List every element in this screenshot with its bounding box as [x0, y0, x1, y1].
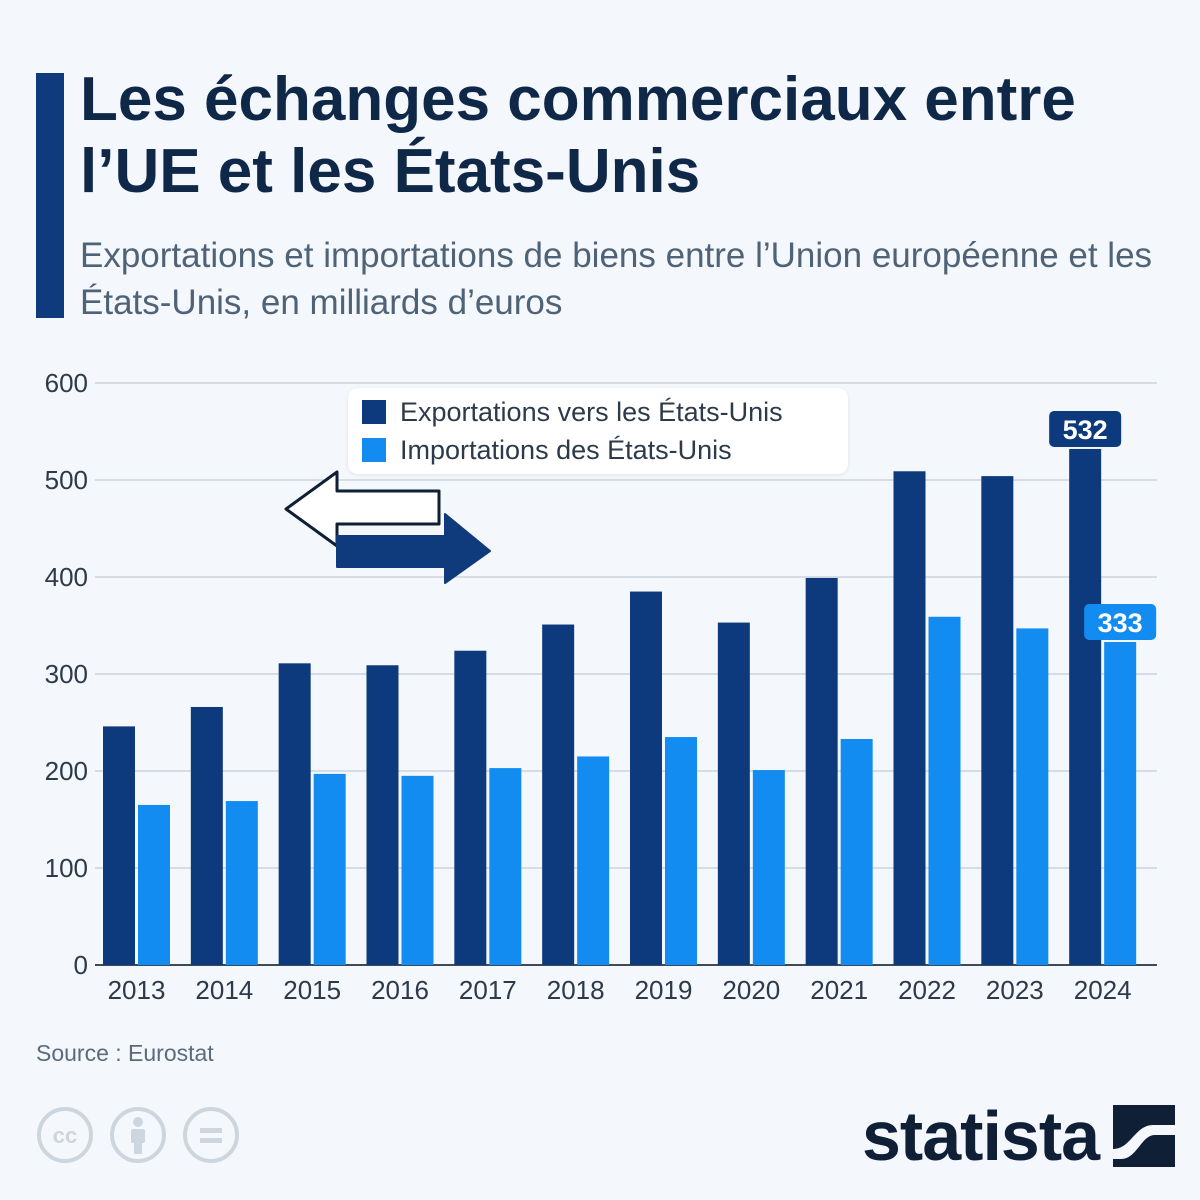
x-tick-label: 2024 — [1074, 975, 1132, 1005]
legend-swatch-imports — [362, 438, 386, 462]
bar-exports-2013 — [103, 726, 135, 965]
bar-imports-2018 — [577, 756, 610, 965]
bar-imports-2021 — [840, 738, 873, 965]
x-tick-label: 2017 — [459, 975, 517, 1005]
svg-text:cc: cc — [53, 1123, 77, 1148]
bar-imports-2019 — [665, 737, 697, 965]
bar-imports-2023 — [1016, 628, 1049, 965]
legend-item-exports: Exportations vers les États-Unis — [362, 397, 783, 427]
data-label-badge — [1049, 410, 1122, 447]
bar-exports-2018 — [542, 624, 575, 965]
x-tick-label: 2014 — [195, 975, 253, 1005]
x-tick-label: 2020 — [722, 975, 780, 1005]
statista-logo-mark-icon — [1113, 1105, 1176, 1167]
bar-imports-2017 — [489, 768, 522, 965]
bar-exports-2016 — [366, 665, 399, 965]
bar-exports-2017 — [454, 650, 487, 965]
x-tick-label: 2013 — [108, 975, 166, 1005]
bar-exports-2022 — [893, 471, 926, 965]
title-accent-bar — [36, 73, 64, 318]
bar-imports-2022 — [928, 616, 961, 965]
x-tick-label: 2021 — [810, 975, 868, 1005]
y-tick-label: 200 — [45, 756, 88, 786]
bar-imports-2014 — [225, 801, 258, 965]
no-derivatives-icon — [183, 1107, 239, 1163]
y-tick-label: 400 — [45, 562, 88, 592]
legend: Exportations vers les États-Unis Importa… — [348, 388, 848, 474]
data-label-badge — [1084, 603, 1157, 640]
bar-exports-2019 — [630, 591, 662, 965]
y-tick-label: 0 — [74, 950, 88, 980]
legend-label-imports: Importations des États-Unis — [400, 434, 732, 465]
license-icons: cc — [36, 1106, 240, 1164]
bar-exports-2015 — [278, 663, 311, 965]
chart-subtitle: Exportations et importations de biens en… — [80, 236, 1153, 322]
legend-label-exports: Exportations vers les États-Unis — [400, 396, 783, 427]
data-label-value: 532 — [1063, 415, 1108, 445]
bar-exports-2023 — [981, 476, 1014, 965]
legend-item-imports: Importations des États-Unis — [362, 435, 732, 465]
x-tick-label: 2015 — [283, 975, 341, 1005]
x-tick-label: 2023 — [986, 975, 1044, 1005]
x-tick-label: 2016 — [371, 975, 429, 1005]
bar-exports-2020 — [717, 622, 750, 965]
y-tick-label: 600 — [45, 368, 88, 398]
trade-arrows-icon — [284, 470, 491, 584]
attribution-icon — [110, 1107, 166, 1163]
x-tick-label: 2019 — [635, 975, 693, 1005]
bar-chart: 0 100 200 300 400 500 600 2013 2014 2015 2016 2017 2… — [45, 368, 1157, 1005]
statista-logo: statista — [862, 1097, 1176, 1175]
bar-exports-2021 — [805, 577, 838, 965]
legend-swatch-exports — [362, 400, 386, 424]
bar-imports-2013 — [138, 804, 170, 965]
bar-imports-2020 — [752, 770, 785, 965]
bar-exports-2024 — [1069, 448, 1102, 966]
bar-imports-2024 — [1104, 641, 1137, 965]
bar-exports-2014 — [190, 706, 223, 965]
x-tick-label: 2018 — [547, 975, 605, 1005]
y-tick-label: 500 — [45, 465, 88, 495]
data-label-value: 333 — [1098, 608, 1143, 638]
bar-imports-2016 — [401, 775, 434, 965]
y-tick-label: 100 — [45, 853, 88, 883]
chart-title: Les échanges commerciaux entre l’UE et l… — [80, 65, 1076, 206]
creative-commons-icon: cc — [37, 1107, 93, 1163]
statista-logo-text: statista — [862, 1097, 1100, 1175]
bar-imports-2015 — [313, 773, 346, 965]
source-note: Source : Eurostat — [36, 1040, 214, 1066]
x-tick-label: 2022 — [898, 975, 956, 1005]
y-tick-label: 300 — [45, 659, 88, 689]
